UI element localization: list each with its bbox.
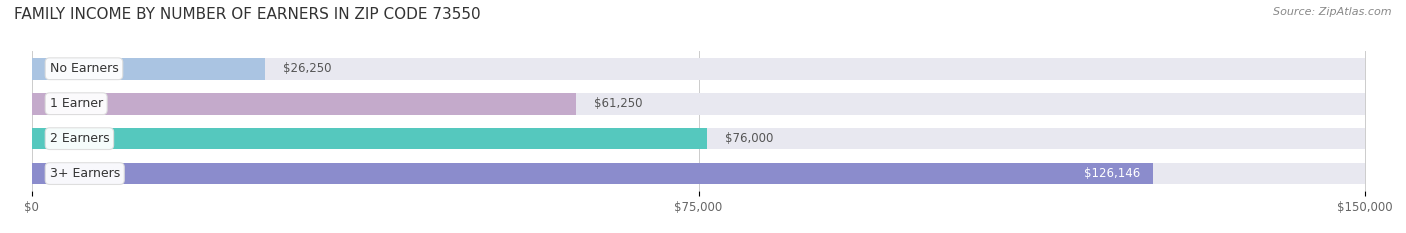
Bar — [32, 58, 266, 80]
Text: $26,250: $26,250 — [283, 62, 332, 75]
Text: $76,000: $76,000 — [725, 132, 773, 145]
Bar — [32, 128, 707, 150]
Bar — [32, 93, 1365, 115]
Bar — [32, 93, 576, 115]
Text: $61,250: $61,250 — [595, 97, 643, 110]
Text: 1 Earner: 1 Earner — [49, 97, 103, 110]
Bar — [32, 58, 1365, 80]
Text: FAMILY INCOME BY NUMBER OF EARNERS IN ZIP CODE 73550: FAMILY INCOME BY NUMBER OF EARNERS IN ZI… — [14, 7, 481, 22]
Text: Source: ZipAtlas.com: Source: ZipAtlas.com — [1274, 7, 1392, 17]
Text: No Earners: No Earners — [49, 62, 118, 75]
Text: $126,146: $126,146 — [1084, 167, 1140, 180]
Bar — [32, 163, 1153, 185]
Bar — [32, 128, 1365, 150]
Text: 2 Earners: 2 Earners — [49, 132, 110, 145]
Bar — [32, 163, 1365, 185]
Text: 3+ Earners: 3+ Earners — [49, 167, 120, 180]
